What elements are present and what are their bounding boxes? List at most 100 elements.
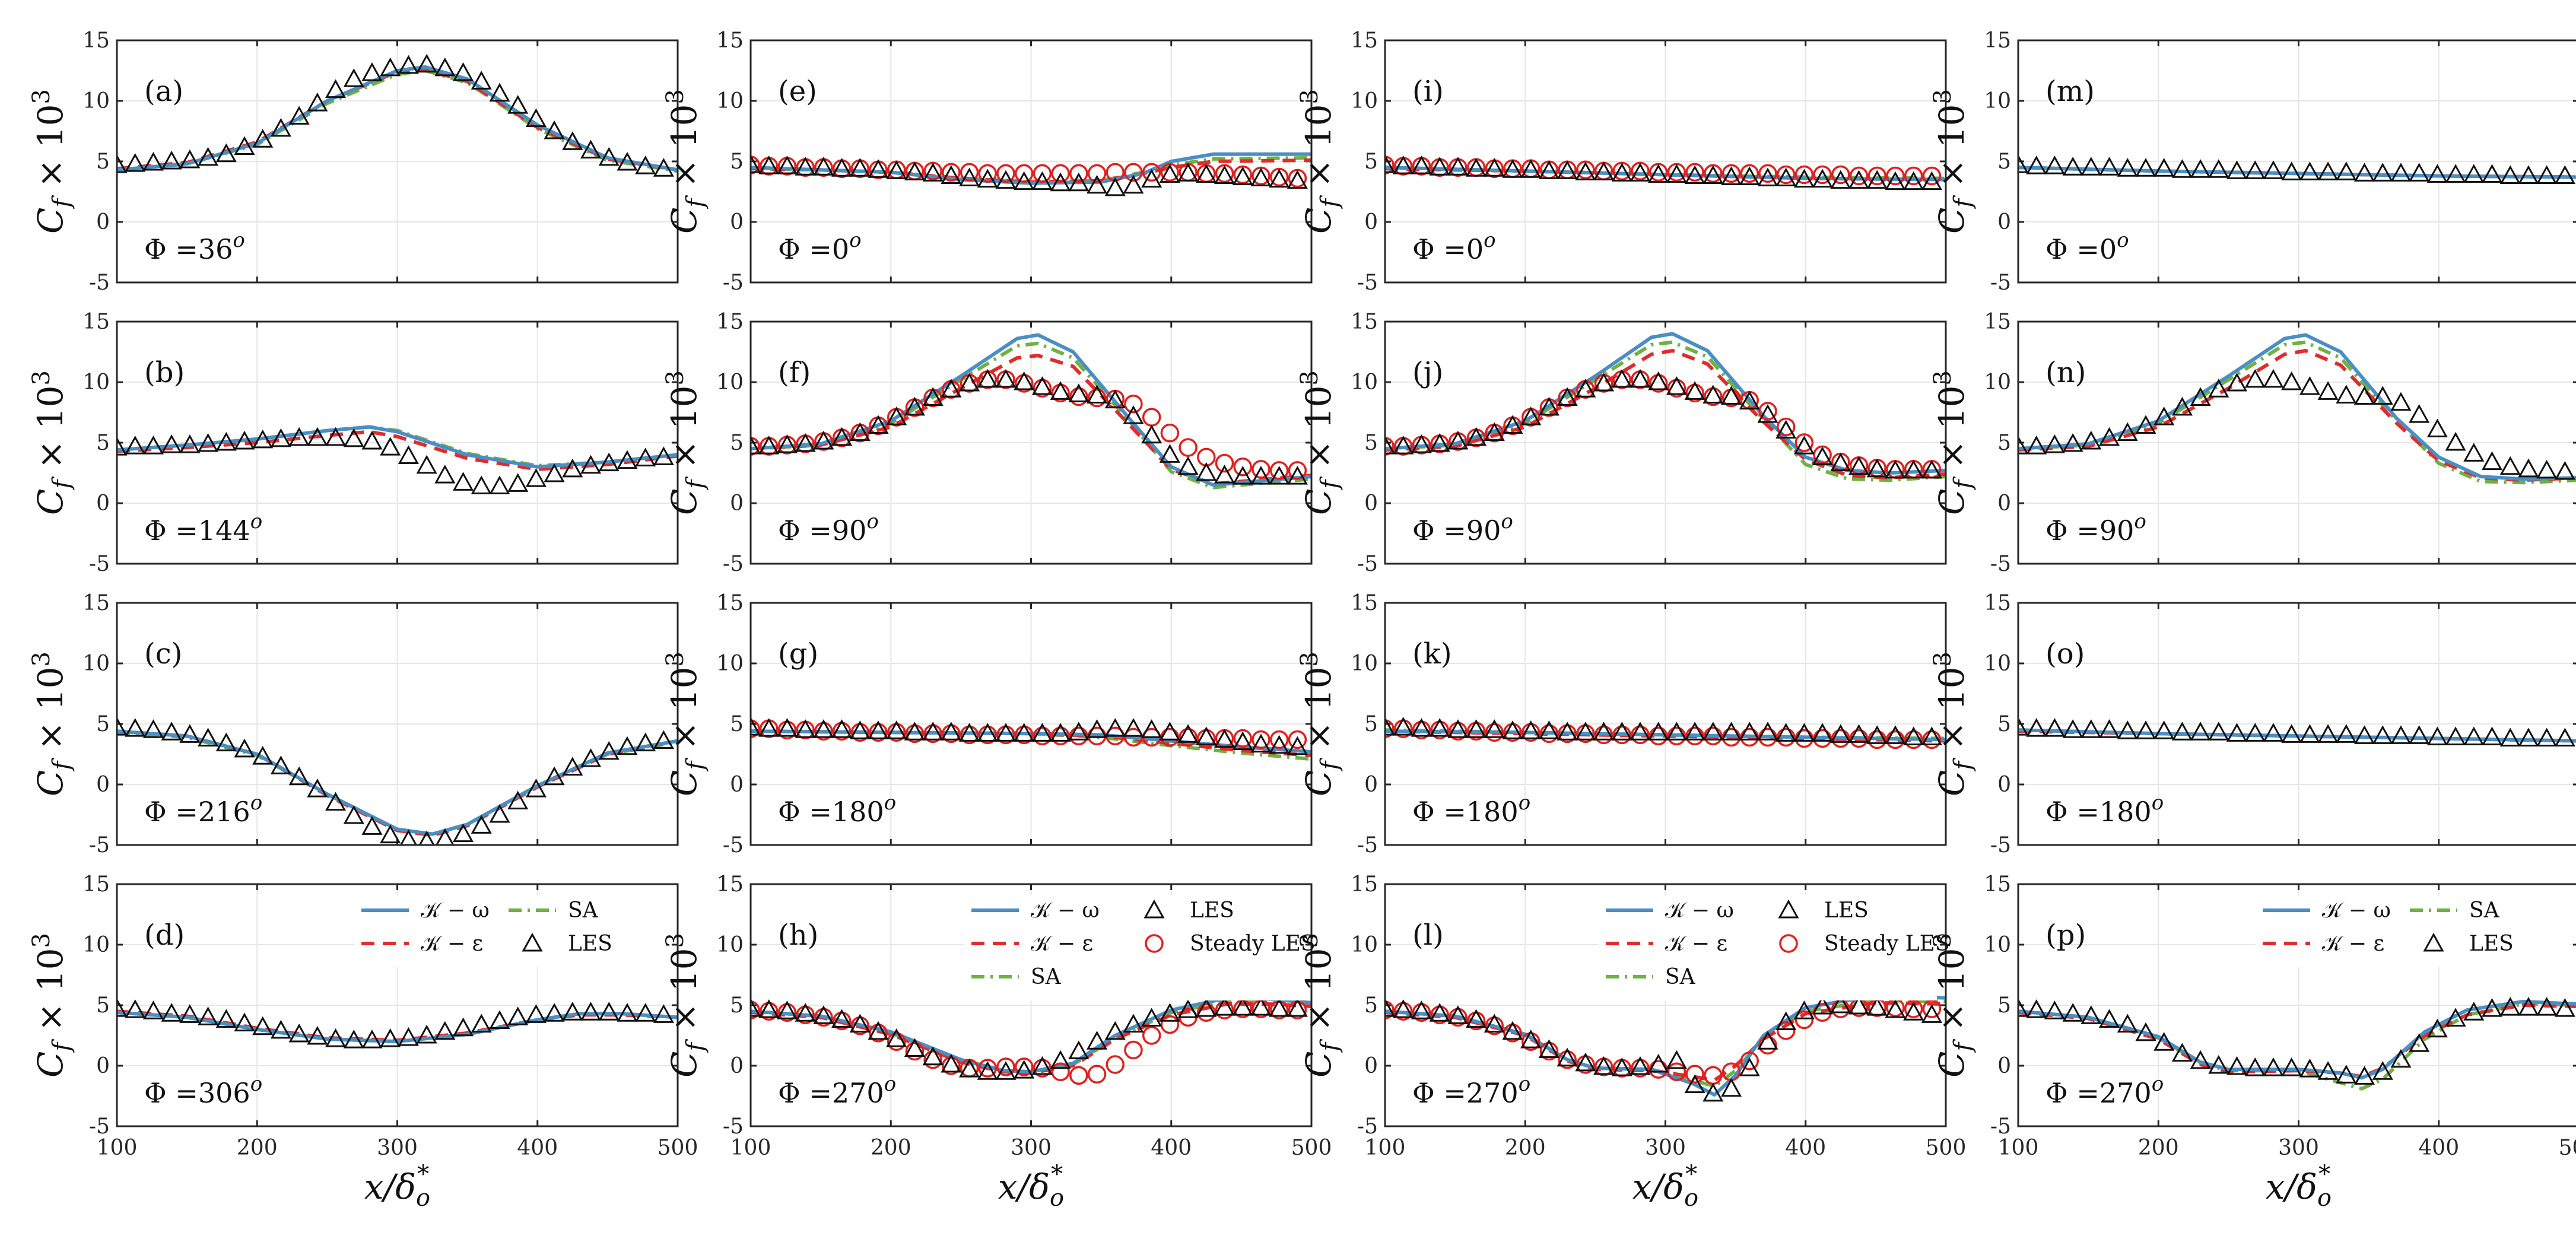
les-marker <box>2171 1043 2193 1062</box>
les-marker <box>1393 436 1414 455</box>
les-marker <box>2026 436 2047 455</box>
legend-circle-icon <box>1779 934 1798 953</box>
panel-n: -5 0 5 10 15 Cf × 103 (n) Φ =90o <box>1929 310 2576 576</box>
y-tick-label: 5 <box>1997 993 2011 1018</box>
panel-c: -5 0 5 10 15 Cf × 103 (c) Φ =216o <box>28 591 679 857</box>
y-tick-label: 15 <box>716 28 744 53</box>
les-marker <box>959 723 980 742</box>
les-marker <box>142 719 164 738</box>
les-marker <box>1630 368 1651 388</box>
les-marker <box>1739 1057 1760 1076</box>
les-marker <box>1214 729 1235 748</box>
y-tick-label: 15 <box>1984 28 2011 53</box>
steady-les-marker <box>1014 1057 1034 1076</box>
les-marker <box>635 447 656 467</box>
steady-les-marker <box>1233 729 1252 748</box>
les-marker <box>1050 172 1071 192</box>
les-marker <box>489 1010 510 1030</box>
les-marker <box>2171 396 2193 416</box>
les-marker <box>959 1059 980 1078</box>
les-marker <box>868 720 889 739</box>
les-marker <box>1866 170 1888 189</box>
les-marker <box>325 1028 347 1047</box>
les-marker <box>1575 722 1596 741</box>
steady-les-marker <box>1087 1065 1107 1084</box>
les-marker <box>2117 720 2138 739</box>
les-marker <box>977 169 998 188</box>
les-marker <box>1250 733 1272 753</box>
les-marker <box>1830 170 1851 189</box>
les-marker <box>489 803 510 823</box>
les-marker <box>434 464 456 484</box>
les-marker <box>416 53 437 73</box>
les-marker <box>2244 368 2266 388</box>
axes-frame <box>116 883 679 1127</box>
les-marker <box>1848 170 1870 189</box>
les-marker <box>1447 1005 1469 1024</box>
legend: 𝒦 − ω SA 𝒦 − ε LES <box>2256 895 2570 967</box>
les-marker <box>1232 166 1253 186</box>
les-marker <box>198 147 219 166</box>
y-axis-label: Cf × 103 <box>1296 652 1343 796</box>
les-marker <box>1903 459 1924 479</box>
legend-label: 𝒦 − ω <box>1031 898 1100 923</box>
les-marker <box>776 718 798 737</box>
les-marker <box>2117 1014 2138 1033</box>
series-line-ke <box>1385 1000 1946 1082</box>
les-marker <box>2536 459 2558 479</box>
legend-label: 𝒦 − ω <box>2322 898 2391 923</box>
legend-item-ke: 𝒦 − ε <box>1606 932 1727 956</box>
legend-label: LES <box>1190 898 1234 923</box>
steady-les-marker <box>1179 727 1198 747</box>
y-tick-label: 0 <box>1997 773 2011 797</box>
y-tick-label: 15 <box>716 591 744 615</box>
steady-les-marker <box>1758 1035 1777 1055</box>
les-marker <box>2499 996 2521 1016</box>
x-tick-label: 500 <box>2559 1136 2576 1160</box>
les-marker <box>1269 466 1290 485</box>
les-marker <box>1141 719 1162 738</box>
les-marker <box>471 71 492 90</box>
panel-g: -5 0 5 10 15 Cf × 103 (g) Φ =180o <box>662 591 1313 857</box>
les-marker <box>1484 422 1505 441</box>
panel-j: -5 0 5 10 15 Cf × 103 (j) Φ =90o <box>1296 310 1947 576</box>
x-tick-label: 400 <box>1151 1136 1192 1160</box>
les-marker <box>2226 372 2248 392</box>
legend-triangle-icon <box>1144 899 1165 919</box>
phi-label: Φ =0o <box>2045 228 2129 265</box>
les-marker <box>452 823 474 843</box>
les-marker <box>562 458 583 478</box>
les-marker <box>904 161 925 180</box>
y-axis-label: Cf × 103 <box>28 89 75 234</box>
legend-item-ke: 𝒦 − ε <box>361 932 483 956</box>
les-marker <box>1630 1056 1651 1075</box>
x-tick-label: 400 <box>517 1136 558 1160</box>
les-marker <box>161 1003 182 1022</box>
steady-les-marker <box>1740 1051 1759 1070</box>
les-marker <box>198 727 219 746</box>
les-marker <box>2536 996 2558 1016</box>
y-axis-label: Cf × 103 <box>662 370 709 515</box>
y-tick-label: 0 <box>96 1054 110 1078</box>
les-marker <box>1520 406 1542 425</box>
steady-les-marker <box>1179 438 1198 457</box>
x-tick-label: 300 <box>2278 1136 2319 1160</box>
legend-label: 𝒦 − ε <box>2322 932 2384 956</box>
legend: 𝒦 − ω LES 𝒦 − ε Steady LES SA <box>1599 895 1950 1000</box>
steady-les-marker <box>1631 725 1650 745</box>
legend-item-les: LES <box>1144 898 1234 923</box>
y-tick-label: 0 <box>1364 1054 1378 1078</box>
y-tick-label: -5 <box>1357 552 1378 576</box>
steady-les-marker <box>1776 417 1796 437</box>
y-tick-label: 15 <box>1984 310 2011 334</box>
les-marker <box>1684 165 1705 184</box>
les-marker <box>1287 998 1308 1017</box>
les-marker <box>1287 466 1308 485</box>
les-marker <box>1648 164 1669 183</box>
les-marker <box>1648 1053 1669 1073</box>
axes-frame <box>1384 602 1947 846</box>
les-marker <box>361 430 383 450</box>
y-tick-label: 10 <box>82 89 110 113</box>
panel-m: -5 0 5 10 15 Cf × 103 (m) Φ =0o <box>1929 28 2576 295</box>
les-marker <box>525 108 547 128</box>
